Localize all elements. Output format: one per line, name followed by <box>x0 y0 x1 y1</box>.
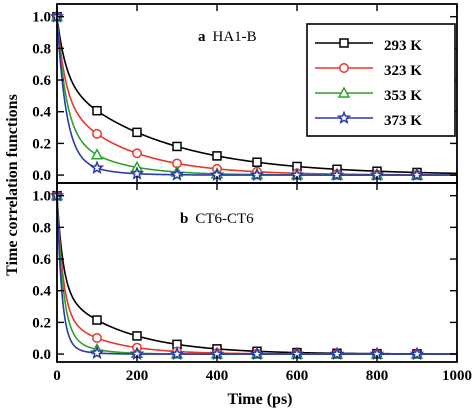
data-point-a-373k-300 <box>169 167 185 181</box>
data-point-b-373k-100 <box>89 345 105 360</box>
legend-label-373k: 373 K <box>384 113 422 129</box>
panel-a-letter: a <box>198 29 206 45</box>
panel-b-label: b CT6-CT6 <box>180 211 254 227</box>
y-tick-label-b-0.6: 0.6 <box>32 252 51 268</box>
legend-label-323k: 323 K <box>384 63 422 79</box>
panel-b-letter: b <box>180 211 188 227</box>
data-point-a-323k-200 <box>132 148 142 159</box>
legend-marker-323k <box>339 63 349 73</box>
y-tick-label-b-0.8: 0.8 <box>32 220 51 236</box>
y-tick-label-b-1: 1.0 <box>32 189 51 205</box>
data-point-b-373k-700 <box>329 346 345 361</box>
data-point-a-373k-100 <box>89 160 105 175</box>
data-point-a-353k-100 <box>90 148 104 160</box>
panel-b-frame <box>56 182 458 363</box>
y-tick-label-b-0.4: 0.4 <box>32 284 51 300</box>
y-tick-label-a-0.8: 0.8 <box>32 41 51 57</box>
x-tick-label-200: 200 <box>126 368 149 384</box>
legend-marker-373k <box>336 110 352 125</box>
y-tick-label-a-0.6: 0.6 <box>32 73 51 89</box>
legend: 293 K 323 K 353 K 373 K <box>306 23 456 137</box>
y-tick-label-a-0.2: 0.2 <box>32 136 51 152</box>
legend-box <box>306 23 456 137</box>
data-point-a-293k-300 <box>172 141 182 152</box>
y-tick-label-a-0: 0.0 <box>32 168 51 184</box>
y-axis-title: Time correlation functions <box>4 94 21 276</box>
panel-a-name: HA1-B <box>213 29 257 45</box>
y-tick-label-a-1: 1.0 <box>32 10 51 26</box>
data-point-a-373k-500 <box>249 167 265 182</box>
data-point-a-293k-100 <box>92 105 102 116</box>
legend-marker-353k <box>337 86 351 98</box>
data-point-a-293k-400 <box>212 151 222 161</box>
legend-marker-293k <box>339 38 349 48</box>
x-tick-label-1000: 1000 <box>442 368 472 384</box>
legend-label-353k: 353 K <box>384 88 422 104</box>
data-point-a-373k-700 <box>329 167 345 182</box>
data-point-b-373k-500 <box>249 346 265 361</box>
data-point-b-373k-300 <box>169 346 185 361</box>
data-point-b-323k-100 <box>92 333 102 343</box>
legend-label-293k: 293 K <box>384 38 422 54</box>
x-tick-label-800: 800 <box>366 368 389 384</box>
x-tick-label-600: 600 <box>286 368 309 384</box>
y-tick-label-b-0.2: 0.2 <box>32 315 51 331</box>
y-tick-label-b-0: 0.0 <box>32 347 51 363</box>
data-point-a-293k-200 <box>132 127 142 138</box>
data-point-b-293k-100 <box>92 315 102 325</box>
data-point-a-373k-900 <box>409 167 425 182</box>
data-point-b-373k-900 <box>409 346 425 361</box>
y-tick-label-a-0.4: 0.4 <box>32 105 51 121</box>
panel-a-label: a HA1-B <box>198 29 257 45</box>
series-line-b-373k <box>56 195 457 355</box>
series-line-b-323k <box>56 195 457 355</box>
data-point-a-293k-500 <box>252 157 262 167</box>
series-line-b-353k <box>56 195 457 355</box>
x-tick-label-400: 400 <box>206 368 229 384</box>
data-point-a-323k-100 <box>92 128 102 139</box>
data-point-b-293k-200 <box>132 331 142 341</box>
panel-b-name: CT6-CT6 <box>195 211 254 227</box>
x-axis-title: Time (ps) <box>227 391 292 408</box>
x-tick-label-0: 0 <box>53 368 61 384</box>
series-line-b-293k <box>56 195 457 355</box>
